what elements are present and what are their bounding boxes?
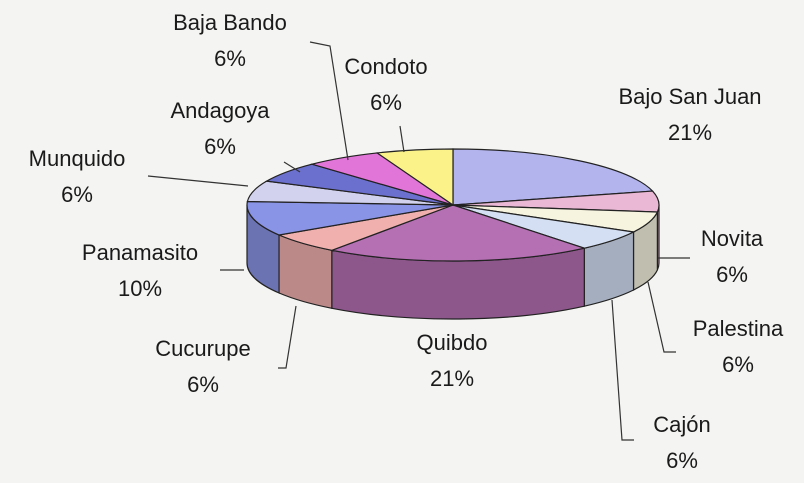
slice-percent-condoto: 6% [370,90,402,115]
slice-percent-cucurupe: 6% [187,372,219,397]
slice-label-bajo-san-juan: Bajo San Juan [618,84,761,109]
slice-percent-munquido: 6% [61,182,93,207]
slice-percent-andagoya: 6% [204,134,236,159]
slice-label-novita: Novita [701,226,764,251]
leader-line-condoto [399,125,405,153]
pie-slice-quibdo [329,204,587,262]
slice-label-andagoya: Andagoya [170,98,270,123]
slice-label-cucurupe: Cucurupe [155,336,250,361]
slice-label-palestina: Palestina [693,316,784,341]
slice-percent-palestina: 6% [722,352,754,377]
leader-line-palestina [647,281,676,353]
pie-labels: Bajo San Juan 21% Novita 6% Palestina 6% Cajón… [29,10,784,473]
slice-label-panamasito: Panamasito [82,240,198,265]
slice-percent-quibdo: 21% [430,366,474,391]
slice-label-condoto: Condoto [344,54,427,79]
slice-label-caj-n: Cajón [653,412,710,437]
pie-slice-panamasito [246,200,454,236]
slice-percent-baja-bando: 6% [214,46,246,71]
pie-slice-bajo-san-juan [452,148,654,206]
pie-slice-condoto [375,148,454,207]
slice-percent-novita: 6% [716,262,748,287]
leader-line-caj-n [611,299,634,441]
pie-top-faces [246,148,660,262]
slice-percent-caj-n: 6% [666,448,698,473]
slice-percent-bajo-san-juan: 21% [668,120,712,145]
leader-line-munquido [147,175,249,187]
slice-label-baja-bando: Baja Bando [173,10,287,35]
leader-line-andagoya [283,161,301,173]
pie-side-walls [246,204,660,320]
leader-line-cucurupe [278,305,297,369]
slice-label-munquido: Munquido [29,146,126,171]
slice-percent-panamasito: 10% [118,276,162,301]
slice-label-quibdo: Quibdo [417,330,488,355]
leader-line-baja-bando [309,41,349,161]
